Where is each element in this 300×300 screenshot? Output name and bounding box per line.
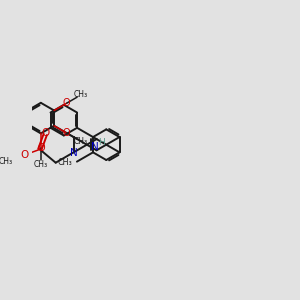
Text: O: O — [37, 143, 45, 153]
Text: O: O — [63, 128, 70, 138]
Text: N: N — [91, 142, 98, 152]
Text: CH₃: CH₃ — [74, 90, 88, 99]
Text: CH₃: CH₃ — [34, 160, 48, 169]
Text: CH₃: CH₃ — [57, 158, 72, 167]
Text: N: N — [70, 148, 78, 158]
Text: O: O — [63, 98, 70, 108]
Text: O: O — [42, 128, 50, 138]
Text: CH₃: CH₃ — [74, 137, 88, 146]
Text: CH₃: CH₃ — [0, 157, 13, 166]
Text: O: O — [20, 150, 28, 160]
Text: H: H — [98, 138, 105, 147]
